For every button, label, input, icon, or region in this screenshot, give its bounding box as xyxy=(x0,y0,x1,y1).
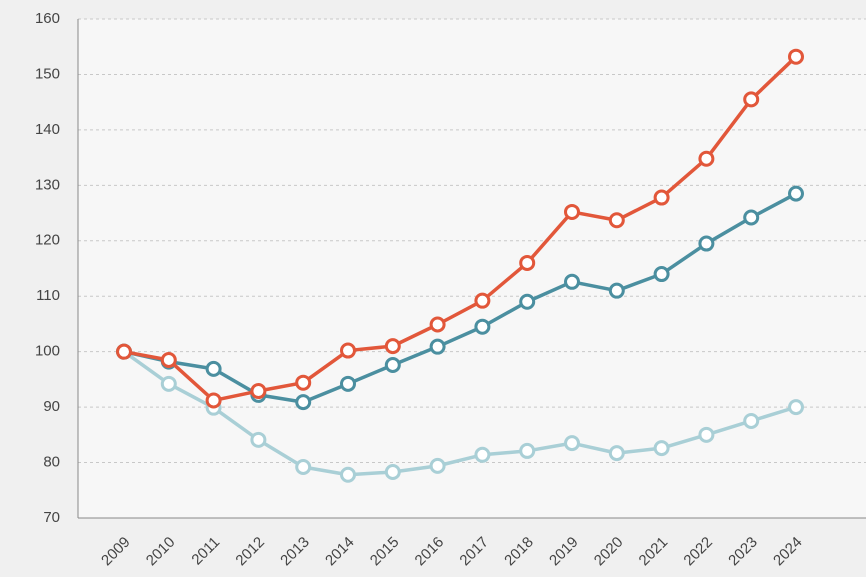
x-tick-label: 2014 xyxy=(322,534,358,570)
y-tick-label: 160 xyxy=(35,10,60,27)
series-line xyxy=(123,55,798,403)
point xyxy=(564,203,580,220)
y-tick-label: 140 xyxy=(35,121,60,138)
point xyxy=(743,209,760,226)
point xyxy=(743,412,760,429)
point xyxy=(295,458,312,475)
point xyxy=(608,282,625,299)
point xyxy=(474,318,491,335)
y-tick-label: 100 xyxy=(35,343,60,360)
point xyxy=(519,254,536,271)
point xyxy=(698,235,715,252)
y-tick-label: 110 xyxy=(36,287,60,304)
x-tick-label: 2016 xyxy=(412,534,448,570)
point xyxy=(698,150,715,167)
point xyxy=(384,338,401,355)
x-tick-label: 2009 xyxy=(98,534,134,570)
point xyxy=(653,440,670,457)
point xyxy=(474,292,491,309)
x-tick-label: 2011 xyxy=(188,534,223,569)
y-tick-label: 90 xyxy=(43,398,60,415)
point xyxy=(295,394,312,411)
x-tick-label: 2021 xyxy=(636,534,672,570)
point xyxy=(698,426,715,443)
series-line xyxy=(122,350,797,477)
x-tick-label: 2017 xyxy=(456,534,492,570)
y-tick-label: 120 xyxy=(35,232,60,249)
x-tick-label: 2012 xyxy=(232,534,268,570)
x-tick-label: 2015 xyxy=(367,534,403,570)
x-tick-label: 2018 xyxy=(501,534,537,570)
point xyxy=(205,360,222,377)
point xyxy=(340,375,356,392)
point xyxy=(564,435,580,452)
point xyxy=(384,463,401,480)
point xyxy=(429,338,446,355)
x-tick-label: 2010 xyxy=(143,534,179,570)
point xyxy=(384,356,401,373)
plot-area xyxy=(78,19,866,518)
x-tick-label: 2022 xyxy=(680,534,716,570)
point xyxy=(250,383,267,400)
point xyxy=(743,91,760,108)
point xyxy=(340,466,356,483)
point xyxy=(608,445,625,462)
point xyxy=(788,399,804,416)
point xyxy=(295,374,312,391)
point xyxy=(250,431,267,448)
point xyxy=(160,375,177,392)
y-tick-label: 80 xyxy=(43,454,60,471)
series-line xyxy=(123,192,797,404)
point xyxy=(429,316,446,333)
point xyxy=(160,351,177,368)
x-tick-label: 2023 xyxy=(725,534,761,570)
point xyxy=(205,392,222,409)
point xyxy=(519,442,536,459)
point xyxy=(519,293,536,310)
y-tick-label: 130 xyxy=(35,176,60,193)
point xyxy=(608,212,625,229)
x-tick-label: 2013 xyxy=(277,534,313,570)
point xyxy=(653,189,670,206)
x-tick-label: 2019 xyxy=(546,534,582,570)
y-tick-label: 70 xyxy=(43,509,60,526)
point xyxy=(429,457,446,474)
y-tick-label: 150 xyxy=(35,65,60,82)
point xyxy=(788,48,804,65)
point xyxy=(340,342,356,359)
point xyxy=(564,273,580,290)
point xyxy=(653,266,670,283)
point xyxy=(788,185,804,202)
point xyxy=(474,446,491,463)
x-tick-label: 2020 xyxy=(591,534,627,570)
x-tick-label: 2024 xyxy=(770,534,806,570)
point xyxy=(116,343,132,360)
